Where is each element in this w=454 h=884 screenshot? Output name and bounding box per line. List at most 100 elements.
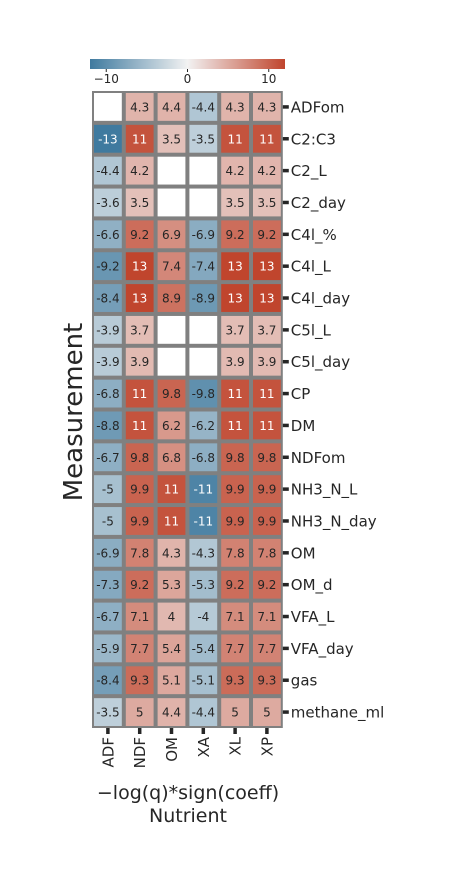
cell-value-label: -6.8 — [192, 451, 215, 465]
heatmap-cell — [94, 379, 122, 408]
heatmap-cell — [94, 252, 122, 281]
cell-value-label: 3.9 — [130, 355, 149, 369]
heatmap-cell — [157, 156, 186, 185]
heatmap-cell — [253, 284, 281, 312]
heatmap-cell — [189, 698, 218, 726]
cell-value-label: 3.7 — [226, 323, 245, 337]
heatmap-cell — [125, 634, 154, 663]
heatmap-cell — [189, 315, 218, 344]
heatmap-cell — [253, 698, 281, 726]
heatmap-cell — [221, 124, 249, 153]
cell-value-label: 5 — [136, 706, 144, 720]
heatmap-cell — [94, 188, 122, 217]
cell-value-label: -8.4 — [96, 292, 119, 306]
cell-value-label: -8.4 — [96, 674, 119, 688]
row-tick-label: NH3_N_day — [291, 512, 377, 531]
heatmap-cell — [253, 443, 281, 472]
heatmap-cell — [221, 475, 249, 504]
grid-background — [92, 91, 283, 728]
cell-value-label: 4.4 — [162, 100, 181, 114]
cell-value-label: -5.9 — [96, 642, 119, 656]
colorbar-tick-label: −10 — [94, 72, 119, 86]
cell-value-label: 11 — [132, 419, 147, 433]
heatmap-cell — [221, 411, 249, 440]
heatmap-cell — [157, 188, 186, 217]
heatmap-cell — [125, 156, 154, 185]
cell-value-label: 5 — [231, 706, 239, 720]
cell-value-label: 9.8 — [162, 387, 181, 401]
cell-value-label: 7.7 — [130, 642, 149, 656]
heatmap-cell — [157, 666, 186, 695]
heatmap-cell — [189, 93, 218, 121]
heatmap-cell — [157, 93, 186, 121]
row-tick-label: OM — [291, 544, 316, 562]
cell-value-label: 3.9 — [226, 355, 245, 369]
cell-value-label: -4.3 — [192, 546, 215, 560]
heatmap-cell — [221, 602, 249, 631]
column-tick-label: XL — [227, 736, 245, 755]
heatmap-cell — [253, 507, 281, 535]
heatmap-cell — [94, 156, 122, 185]
row-tick-label: gas — [291, 672, 318, 690]
heatmap-cell — [253, 634, 281, 663]
cell-value-label: 9.2 — [257, 578, 276, 592]
heatmap-cell — [125, 124, 154, 153]
heatmap-grid: 4.3 4.4 -4.4 4.3 4.3 -13 11 3.5 -3.5 11 11 -4.4 4.2 4… — [92, 91, 283, 728]
cell-value-label: -6.6 — [96, 228, 119, 242]
heatmap-cell — [189, 634, 218, 663]
heatmap-cell — [189, 379, 218, 408]
cell-value-label: 9.9 — [257, 483, 276, 497]
y-axis-title: Measurement — [59, 323, 89, 502]
heatmap-cell — [253, 124, 281, 153]
cell-value-label: 9.2 — [226, 228, 245, 242]
colorbar-title: −log(q)*sign(coeff) — [97, 782, 279, 804]
cell-value-label: -8.8 — [96, 419, 119, 433]
heatmap-cell — [157, 602, 186, 631]
cell-value-label: 11 — [259, 132, 274, 146]
cell-value-label: 4.4 — [162, 706, 181, 720]
cell-value-label: 7.7 — [226, 642, 245, 656]
cell-value-label: 9.2 — [130, 228, 149, 242]
cell-value-label: 6.2 — [162, 419, 181, 433]
heatmap-cell — [125, 475, 154, 504]
heatmap-cell — [125, 538, 154, 567]
cell-value-label: -6.9 — [96, 546, 119, 560]
cell-value-label: 5 — [263, 706, 271, 720]
heatmap-cell — [94, 475, 122, 504]
heatmap-cell — [253, 570, 281, 599]
heatmap-cell — [189, 538, 218, 567]
cell-value-label: -3.5 — [192, 132, 215, 146]
heatmap-cell — [94, 93, 122, 121]
row-tick-label: NDFom — [291, 449, 346, 467]
heatmap-cell — [94, 443, 122, 472]
heatmap-cell — [157, 284, 186, 312]
heatmap-cell — [157, 411, 186, 440]
heatmap-cell — [221, 220, 249, 249]
cell-value-label: -8.9 — [192, 292, 215, 306]
heatmap-cell — [157, 634, 186, 663]
heatmap-cell — [157, 443, 186, 472]
heatmap-cell — [157, 507, 186, 535]
cell-value-label: 9.3 — [257, 674, 276, 688]
cell-value-label: 3.5 — [226, 196, 245, 210]
cell-value-label: 4.3 — [130, 100, 149, 114]
heatmap-cell — [157, 315, 186, 344]
cell-value-label: -13 — [98, 132, 118, 146]
cell-value-label: 8.9 — [162, 292, 181, 306]
cell-value-label: 11 — [164, 483, 179, 497]
cell-value-label: 11 — [227, 387, 242, 401]
row-tick-label: VFA_L — [291, 608, 335, 627]
cell-value-label: 3.5 — [130, 196, 149, 210]
heatmap-cell — [157, 538, 186, 567]
cell-value-label: 9.2 — [226, 578, 245, 592]
cell-value-label: -3.6 — [96, 196, 119, 210]
heatmap-cell — [221, 634, 249, 663]
cell-value-label: -4.4 — [192, 706, 215, 720]
row-tick-label: C5l_day — [291, 353, 350, 372]
cell-value-label: -6.9 — [192, 228, 215, 242]
cell-value-label: 9.9 — [130, 483, 149, 497]
cell-value-label: 9.3 — [226, 674, 245, 688]
cell-value-label: 11 — [132, 132, 147, 146]
cell-value-label: 9.2 — [130, 578, 149, 592]
